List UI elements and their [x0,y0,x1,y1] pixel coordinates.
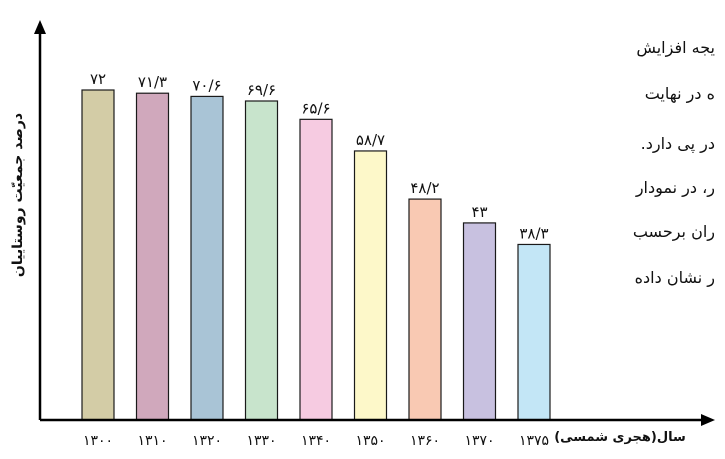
data-label-6: ۵۸/۷ [356,131,385,149]
data-label-9: ۳۸/۳ [519,224,548,242]
background-text-line-1: یجه افزایش [636,38,715,57]
x-tick-label-2: ۱۳۱۰ [137,433,167,449]
bar-1 [81,89,115,421]
x-tick-label-5: ۱۳۴۰ [301,433,331,449]
bar-4 [244,100,279,421]
data-label-1: ۷۲ [90,70,106,88]
bar-3 [190,95,224,421]
bar-5 [299,118,333,421]
background-text-line-3: در پی دارد. [640,134,715,153]
y-axis-arrow [34,20,46,34]
data-label-7: ۴۸/۲ [410,179,439,197]
data-label-4: ۶۹/۶ [247,81,276,99]
x-tick-label-4: ۱۳۳۰ [246,433,276,449]
data-label-3: ۷۰/۶ [192,76,221,94]
x-tick-label-1: ۱۳۰۰ [83,433,113,449]
bar-8 [462,222,497,421]
background-text-line-5: ران برحسب [632,222,715,241]
x-axis-arrow [701,414,715,426]
bar-7 [408,198,442,421]
y-axis-title: درصد جمعیّت روستاییان [10,113,26,277]
bar-6 [353,150,388,421]
x-axis-title: سال(هجری شمسی) [554,430,686,445]
background-text-line-6: ر نشان داده [634,268,715,287]
x-tick-label-6: ۱۳۵۰ [355,433,385,449]
data-label-2: ۷۱/۳ [138,73,167,91]
x-tick-label-7: ۱۳۶۰ [410,433,440,449]
bar-2 [135,92,170,421]
background-text-line-2: ه در نهایت [644,84,715,103]
x-tick-label-8: ۱۳۷۰ [464,433,494,449]
background-text-line-4: ر، در نمودار [635,178,715,197]
x-tick-label-9: ۱۳۷۵ [519,433,549,449]
data-label-5: ۶۵/۶ [301,99,330,117]
data-label-8: ۴۳ [471,203,487,221]
bar-9 [517,243,551,421]
x-tick-label-3: ۱۳۲۰ [192,433,222,449]
